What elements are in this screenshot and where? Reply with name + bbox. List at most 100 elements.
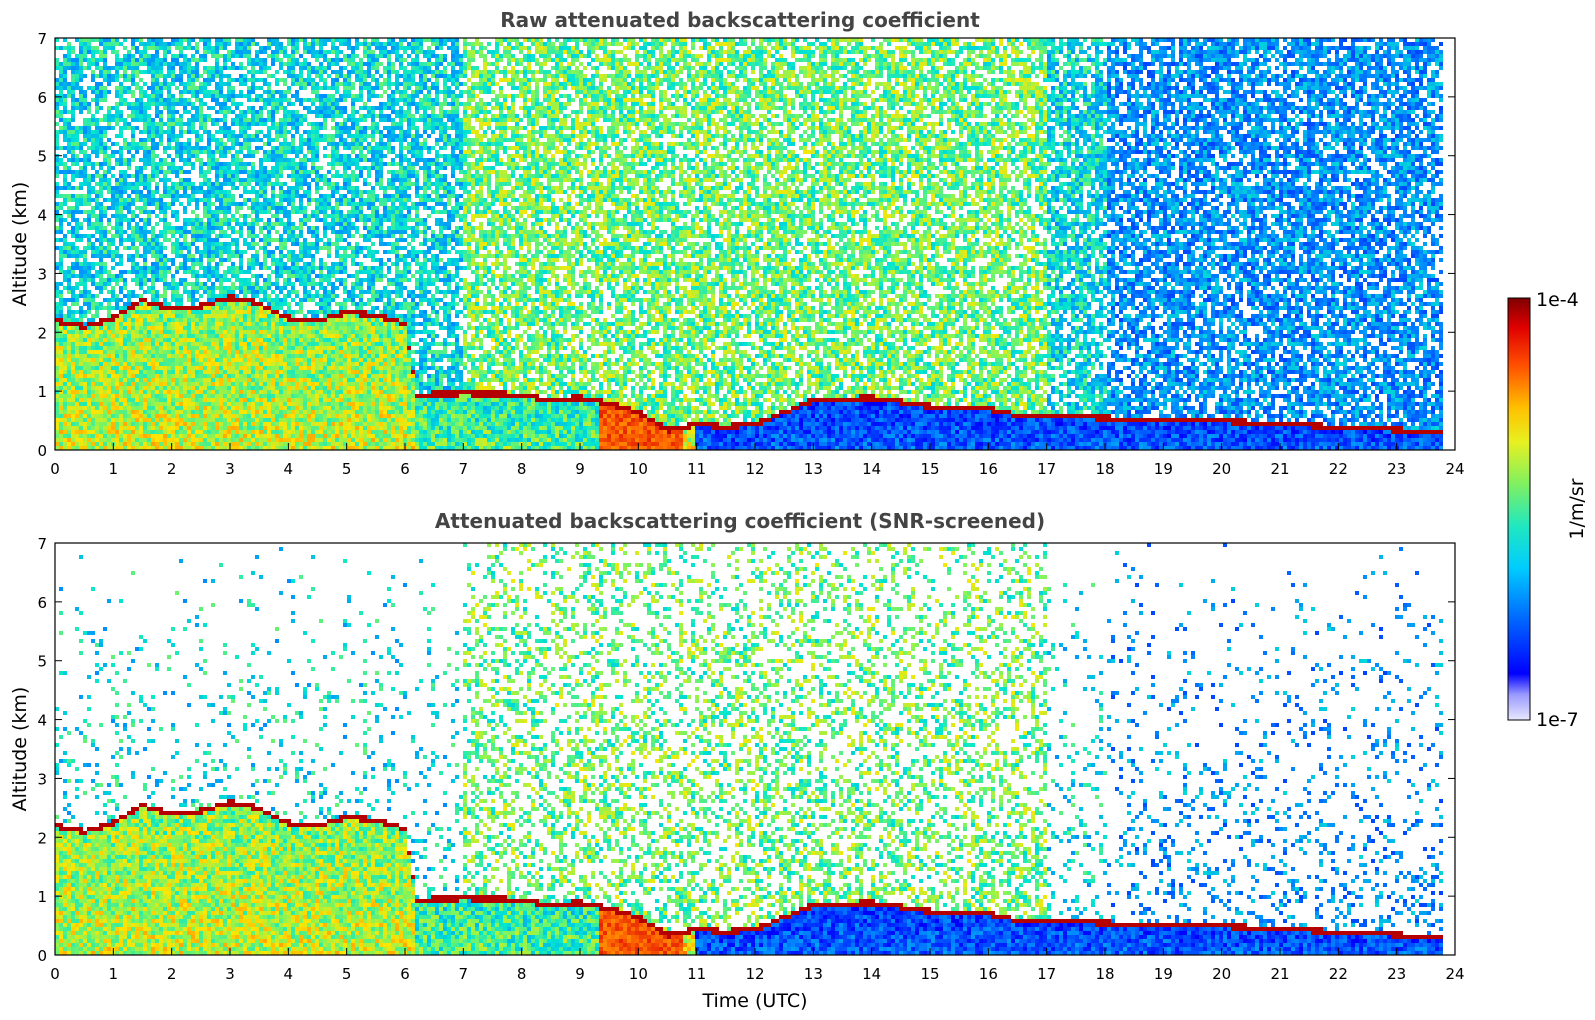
- heatmap-cell: [71, 46, 75, 50]
- heatmap-cell: [75, 338, 79, 342]
- heatmap-cell: [87, 146, 91, 150]
- heatmap-cell: [63, 270, 67, 274]
- heatmap-cell: [91, 366, 95, 370]
- heatmap-cell: [63, 374, 67, 378]
- heatmap-cell: [63, 66, 67, 70]
- heatmap-cell: [67, 306, 71, 310]
- heatmap-cell: [87, 426, 91, 430]
- heatmap-cell: [107, 290, 111, 294]
- heatmap-cell: [99, 190, 103, 194]
- heatmap-cell: [99, 426, 103, 430]
- heatmap-cell: [71, 250, 75, 254]
- heatmap-cell: [103, 90, 107, 94]
- heatmap-cell: [75, 322, 79, 326]
- heatmap-cell: [63, 154, 67, 158]
- heatmap-cell: [63, 254, 67, 258]
- heatmap-cell: [59, 246, 63, 250]
- heatmap-cell: [107, 326, 111, 330]
- heatmap-cell: [71, 226, 75, 230]
- heatmap-cell: [71, 322, 75, 326]
- heatmap-cell: [79, 358, 83, 362]
- heatmap-cell: [83, 90, 87, 94]
- heatmap-cell: [67, 390, 71, 394]
- heatmap-cell: [71, 262, 75, 266]
- heatmap-cell: [71, 62, 75, 66]
- heatmap-cell: [107, 350, 111, 354]
- heatmap-cell: [83, 182, 87, 186]
- heatmap-cell: [87, 50, 91, 54]
- heatmap-cell: [95, 46, 99, 50]
- heatmap-cell: [91, 198, 95, 202]
- heatmap-cell: [83, 390, 87, 394]
- heatmap-cell: [99, 414, 103, 418]
- heatmap-cell: [59, 218, 63, 222]
- heatmap-cell: [95, 430, 99, 434]
- heatmap-cell: [99, 106, 103, 110]
- heatmap-cell: [95, 418, 99, 422]
- heatmap-cell: [67, 426, 71, 430]
- heatmap-cell: [99, 86, 103, 90]
- heatmap-cell: [75, 286, 79, 290]
- heatmap-cell: [99, 302, 103, 306]
- heatmap-cell: [59, 338, 63, 342]
- heatmap-cell: [107, 206, 111, 210]
- heatmap-cell: [71, 414, 75, 418]
- heatmap-cell: [103, 50, 107, 54]
- heatmap-cell: [83, 138, 87, 142]
- heatmap-cell: [87, 278, 91, 282]
- heatmap-cell: [71, 214, 75, 218]
- heatmap-cell: [87, 222, 91, 226]
- heatmap-cell: [75, 134, 79, 138]
- heatmap-cell: [75, 426, 79, 430]
- heatmap-cell: [99, 386, 103, 390]
- heatmap-cell: [95, 358, 99, 362]
- heatmap-cell: [99, 382, 103, 386]
- heatmap-cell: [71, 366, 75, 370]
- heatmap-cell: [67, 326, 71, 330]
- heatmap-cell: [75, 246, 79, 250]
- heatmap-cell: [107, 106, 111, 110]
- heatmap-cell: [103, 254, 107, 258]
- heatmap-cell: [79, 442, 83, 446]
- heatmap-cell: [67, 282, 71, 286]
- heatmap-cell: [99, 362, 103, 366]
- heatmap-cell: [103, 414, 107, 418]
- heatmap-cell: [95, 98, 99, 102]
- heatmap-cell: [83, 302, 87, 306]
- heatmap-cell: [75, 438, 79, 442]
- heatmap-cell: [67, 330, 71, 334]
- heatmap-cell: [91, 70, 95, 74]
- heatmap-cell: [71, 66, 75, 70]
- heatmap-cell: [79, 398, 83, 402]
- heatmap-cell: [59, 114, 63, 118]
- heatmap-cell: [95, 370, 99, 374]
- heatmap-cell: [91, 58, 95, 62]
- heatmap-cell: [63, 54, 67, 58]
- heatmap-cell: [75, 206, 79, 210]
- heatmap-cell: [99, 90, 103, 94]
- heatmap-cell: [75, 170, 79, 174]
- heatmap-cell: [95, 350, 99, 354]
- heatmap-cell: [99, 206, 103, 210]
- heatmap-cell: [67, 366, 71, 370]
- heatmap-cell: [95, 182, 99, 186]
- heatmap-cell: [63, 418, 67, 422]
- heatmap-cell: [91, 398, 95, 402]
- heatmap-cell: [71, 410, 75, 414]
- heatmap-cell: [103, 226, 107, 230]
- heatmap-cell: [83, 382, 87, 386]
- heatmap-cell: [63, 438, 67, 442]
- heatmap-cell: [63, 46, 67, 50]
- heatmap-cell: [103, 238, 107, 242]
- heatmap-cell: [79, 58, 83, 62]
- heatmap-cell: [79, 70, 83, 74]
- heatmap-cell: [91, 210, 95, 214]
- heatmap-cell: [83, 142, 87, 146]
- heatmap-cell: [91, 414, 95, 418]
- heatmap-cell: [99, 174, 103, 178]
- heatmap-cell: [83, 278, 87, 282]
- heatmap-cell: [95, 426, 99, 430]
- heatmap-cell: [95, 386, 99, 390]
- heatmap-cell: [71, 102, 75, 106]
- heatmap-cell: [75, 258, 79, 262]
